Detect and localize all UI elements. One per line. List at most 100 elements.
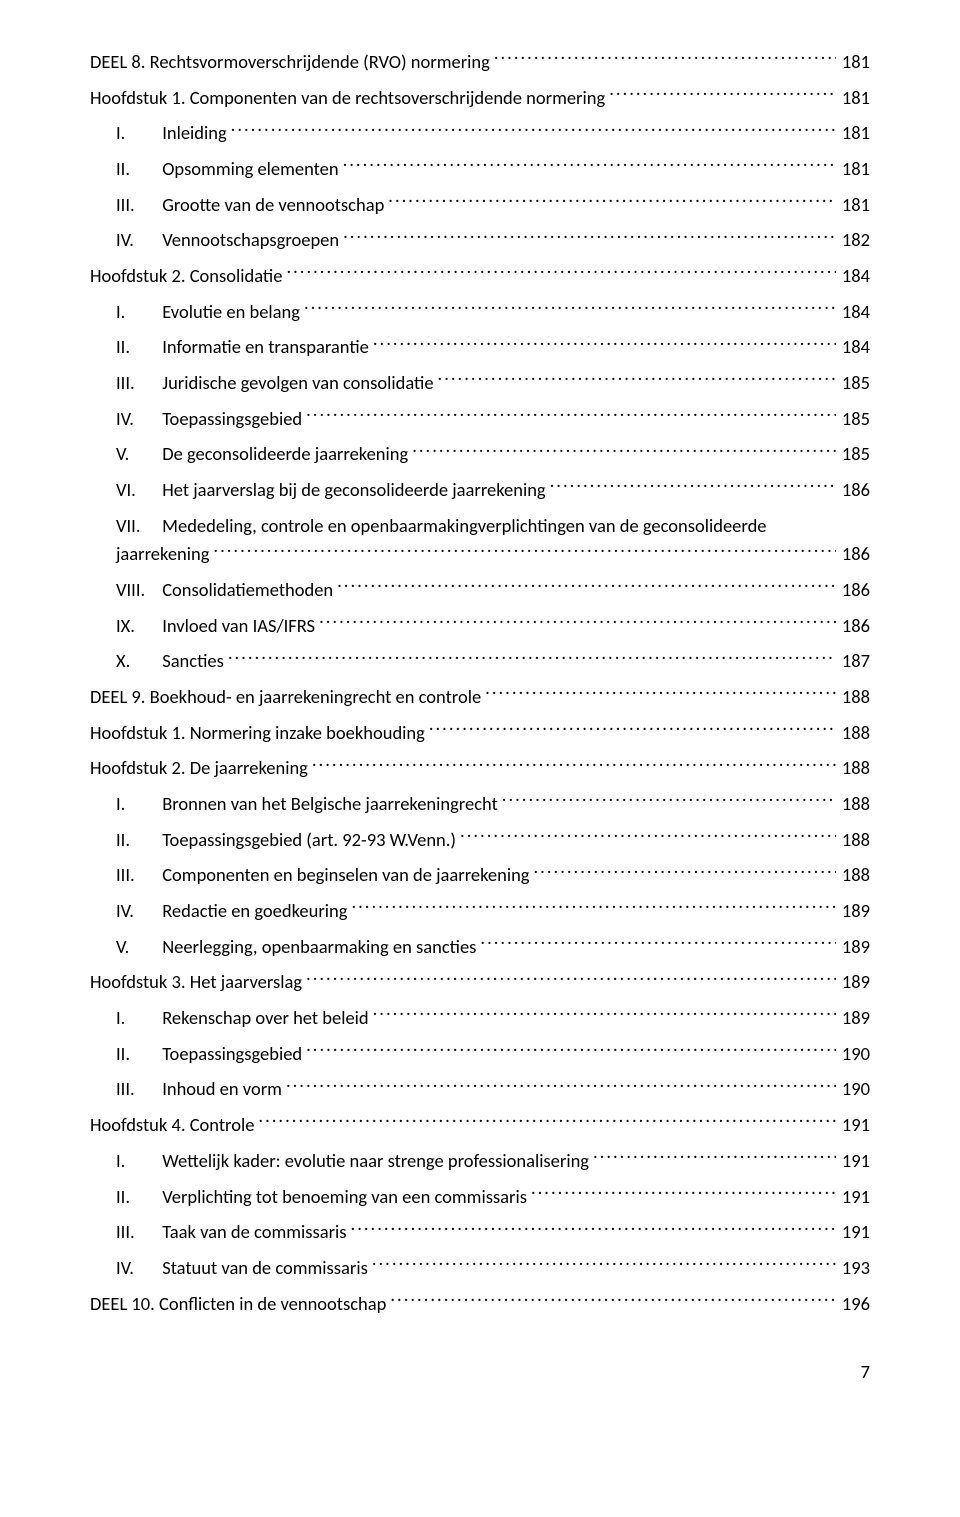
- toc-leader: [480, 934, 835, 953]
- toc-entry-label: Hoofdstuk 1. Componenten van de rechtsov…: [90, 84, 609, 113]
- toc-entry-text: Informatie en transparantie: [162, 335, 369, 358]
- toc-entry: Hoofdstuk 2. De jaarrekening188: [90, 754, 870, 783]
- toc-entry: III. Componenten en beginselen van de ja…: [116, 861, 870, 890]
- toc-entry-page: 188: [836, 790, 870, 819]
- toc-entry-text: Hoofdstuk 1. Normering inzake boekhoudin…: [90, 721, 425, 744]
- toc-entry-text: Grootte van de vennootschap: [162, 193, 384, 216]
- toc-entry-page: 186: [836, 576, 870, 605]
- toc-leader: [343, 228, 836, 247]
- toc-leader: [593, 1148, 836, 1167]
- toc-entry-text: Toepassingsgebied (art. 92-93 W.Venn.): [162, 828, 456, 851]
- toc-entry: IX. Invloed van IAS/IFRS186: [116, 612, 870, 641]
- toc-entry-label: Hoofdstuk 1. Normering inzake boekhoudin…: [90, 719, 429, 748]
- toc-entry-page: 181: [836, 48, 870, 77]
- toc-entry-page: 188: [836, 719, 870, 748]
- toc-entry-text: Het jaarverslag bij de geconsolideerde j…: [162, 478, 545, 501]
- toc-leader: [531, 1184, 836, 1203]
- toc-entry-page: 181: [836, 191, 870, 220]
- toc-leader: [429, 720, 836, 739]
- toc-entry-page: 189: [836, 897, 870, 926]
- toc-entry-page: 186: [836, 612, 870, 641]
- toc-entry-prefix: II.: [116, 1040, 158, 1069]
- toc-entry-prefix: III.: [116, 369, 158, 398]
- toc-entry: VIII. Consolidatiemethoden186: [116, 576, 870, 605]
- toc-entry-line2: jaarrekening186: [116, 540, 870, 569]
- table-of-contents: DEEL 8. Rechtsvormoverschrijdende (RVO) …: [90, 48, 870, 1318]
- toc-leader: [306, 406, 836, 425]
- toc-leader: [485, 685, 836, 704]
- toc-leader: [534, 863, 836, 882]
- toc-entry: Hoofdstuk 2. Consolidatie184: [90, 262, 870, 291]
- toc-entry-label: II. Informatie en transparantie: [116, 333, 373, 362]
- toc-entry-prefix: I.: [116, 1004, 158, 1033]
- toc-entry-prefix: IV.: [116, 226, 158, 255]
- toc-entry-page: 188: [836, 861, 870, 890]
- toc-entry-prefix: III.: [116, 1218, 158, 1247]
- toc-entry: V. De geconsolideerde jaarrekening185: [116, 440, 870, 469]
- toc-entry-text: DEEL 10. Conflicten in de vennootschap: [90, 1292, 386, 1315]
- toc-entry-page: 187: [836, 647, 870, 676]
- toc-entry-text: DEEL 9. Boekhoud- en jaarrekeningrecht e…: [90, 685, 481, 708]
- toc-entry-page: 182: [836, 226, 870, 255]
- toc-entry: IV. Statuut van de commissaris193: [116, 1254, 870, 1283]
- toc-entry-label: IV. Toepassingsgebied: [116, 405, 306, 434]
- toc-entry-text: Inleiding: [162, 121, 226, 144]
- toc-entry-page: 181: [836, 155, 870, 184]
- toc-entry-text: Hoofdstuk 1. Componenten van de rechtsov…: [90, 86, 605, 109]
- toc-entry-prefix: VII.: [116, 512, 158, 541]
- toc-entry: I. Wettelijk kader: evolutie naar streng…: [116, 1147, 870, 1176]
- toc-entry-label: III. Inhoud en vorm: [116, 1075, 286, 1104]
- toc-leader: [258, 1113, 835, 1132]
- toc-leader: [390, 1291, 836, 1310]
- toc-entry-prefix: IV.: [116, 897, 158, 926]
- toc-entry-text: Neerlegging, openbaarmaking en sancties: [162, 935, 476, 958]
- toc-entry: DEEL 8. Rechtsvormoverschrijdende (RVO) …: [90, 48, 870, 77]
- toc-entry-text: Toepassingsgebied: [162, 407, 302, 430]
- toc-entry-text: Evolutie en belang: [162, 300, 300, 323]
- toc-entry: I. Inleiding181: [116, 119, 870, 148]
- toc-entry-prefix: I.: [116, 790, 158, 819]
- toc-entry-label: DEEL 8. Rechtsvormoverschrijdende (RVO) …: [90, 48, 494, 77]
- toc-entry: IV. Redactie en goedkeuring 189: [116, 897, 870, 926]
- toc-entry-label: II. Opsomming elementen: [116, 155, 343, 184]
- toc-entry: Hoofdstuk 1. Normering inzake boekhoudin…: [90, 719, 870, 748]
- toc-entry-text: Hoofdstuk 2. De jaarrekening: [90, 756, 308, 779]
- toc-entry-text: De geconsolideerde jaarrekening: [162, 442, 408, 465]
- toc-entry-prefix: III.: [116, 1075, 158, 1104]
- toc-entry-page: 191: [836, 1111, 870, 1140]
- toc-entry-text: Sancties: [162, 649, 224, 672]
- toc-entry: III. Taak van de commissaris191: [116, 1218, 870, 1247]
- toc-leader: [306, 1041, 836, 1060]
- toc-entry-text: Inhoud en vorm: [162, 1077, 282, 1100]
- toc-entry-label: Hoofdstuk 2. Consolidatie: [90, 262, 286, 291]
- toc-entry-page: 181: [836, 119, 870, 148]
- toc-entry-label: Hoofdstuk 3. Het jaarverslag: [90, 968, 306, 997]
- toc-entry-label: III. Grootte van de vennootschap: [116, 191, 388, 220]
- toc-entry-label: V. Neerlegging, openbaarmaking en sancti…: [116, 933, 480, 962]
- toc-entry-text-tail: jaarrekening: [116, 540, 213, 569]
- toc-entry-text: Rekenschap over het beleid: [162, 1006, 368, 1029]
- toc-entry-label: I. Wettelijk kader: evolutie naar streng…: [116, 1147, 593, 1176]
- toc-leader: [337, 578, 836, 597]
- toc-leader: [228, 649, 836, 668]
- toc-entry-text: Opsomming elementen: [162, 157, 338, 180]
- toc-entry-label: I. Evolutie en belang: [116, 298, 304, 327]
- toc-entry-text: Consolidatiemethoden: [162, 578, 333, 601]
- toc-leader: [351, 1220, 836, 1239]
- toc-entry: I. Evolutie en belang184: [116, 298, 870, 327]
- toc-leader: [343, 157, 836, 176]
- toc-leader: [550, 478, 836, 497]
- toc-entry-page: 181: [836, 84, 870, 113]
- toc-entry-text: Vennootschapsgroepen: [162, 228, 339, 251]
- toc-entry: Hoofdstuk 1. Componenten van de rechtsov…: [90, 84, 870, 113]
- toc-leader: [304, 299, 836, 318]
- toc-entry: I. Rekenschap over het beleid189: [116, 1004, 870, 1033]
- toc-entry-page: 190: [836, 1075, 870, 1104]
- toc-entry-prefix: I.: [116, 1147, 158, 1176]
- toc-entry-text: Redactie en goedkeuring: [162, 899, 347, 922]
- toc-entry-text: Hoofdstuk 4. Controle: [90, 1113, 254, 1136]
- toc-entry-text: Componenten en beginselen van de jaarrek…: [162, 863, 529, 886]
- toc-entry-label: VI. Het jaarverslag bij de geconsolideer…: [116, 476, 550, 505]
- toc-entry-label: II. Verplichting tot benoeming van een c…: [116, 1183, 531, 1212]
- toc-entry-text: Statuut van de commissaris: [162, 1256, 368, 1279]
